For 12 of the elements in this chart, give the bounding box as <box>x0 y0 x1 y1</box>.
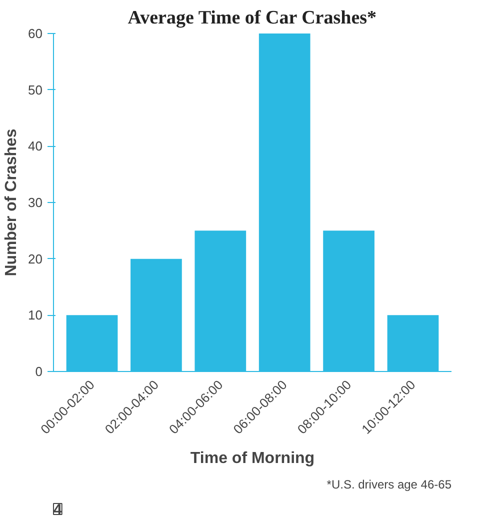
y-tick-label: 30 <box>28 195 43 210</box>
text: *U.S. drivers age 46-65 <box>326 478 452 492</box>
chart-title: Average Time of Car Crashes* <box>128 8 377 28</box>
y-axis-title: Number of Crashes <box>3 128 20 276</box>
text: 4 <box>54 502 62 518</box>
y-tick-label: 10 <box>28 308 43 323</box>
y-tick-label: 20 <box>28 251 43 266</box>
y-tick-label: 40 <box>28 138 43 154</box>
y-tick-label: 0 <box>35 364 43 379</box>
y-tick-label: 60 <box>28 26 43 41</box>
x-axis-title: Time of Morning <box>190 450 315 468</box>
y-tick-label: 50 <box>28 82 43 98</box>
